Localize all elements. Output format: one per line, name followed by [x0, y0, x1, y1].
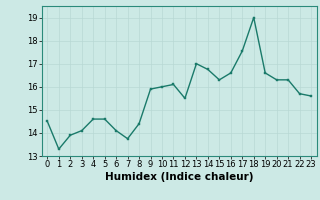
X-axis label: Humidex (Indice chaleur): Humidex (Indice chaleur): [105, 172, 253, 182]
